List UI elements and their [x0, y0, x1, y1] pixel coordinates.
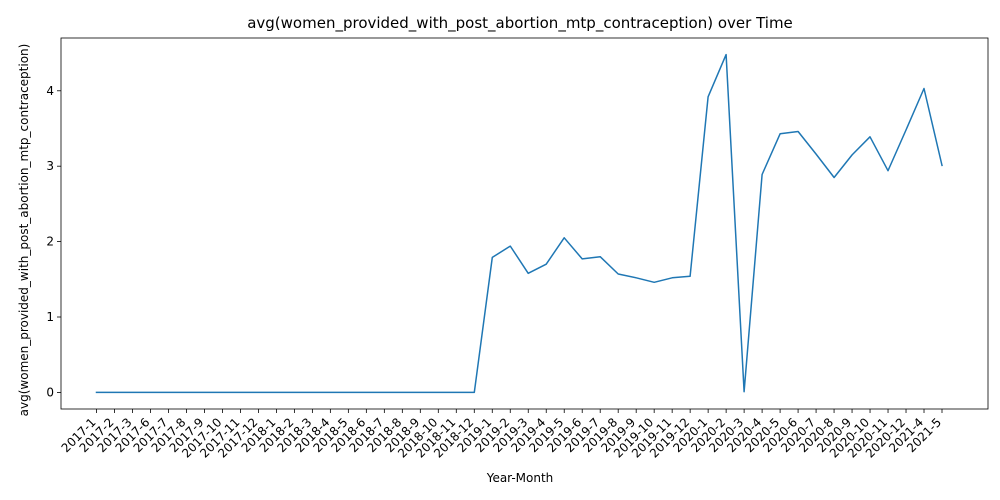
- axes-frame: [60, 37, 989, 410]
- y-tick-label: 4: [46, 84, 54, 98]
- y-tick-label: 0: [46, 385, 54, 399]
- chart-title: avg(women_provided_with_post_abortion_mt…: [247, 14, 793, 33]
- x-axis-label: Year-Month: [486, 471, 554, 485]
- series-line: [95, 53, 943, 394]
- y-tick-label: 1: [46, 310, 54, 324]
- y-tick-label: 2: [46, 235, 54, 249]
- y-axis-label: avg(women_provided_with_post_abortion_mt…: [17, 44, 31, 417]
- y-tick-label: 3: [46, 159, 54, 173]
- plot-area: 012342017-12017-22017-32017-62017-72017-…: [46, 37, 989, 461]
